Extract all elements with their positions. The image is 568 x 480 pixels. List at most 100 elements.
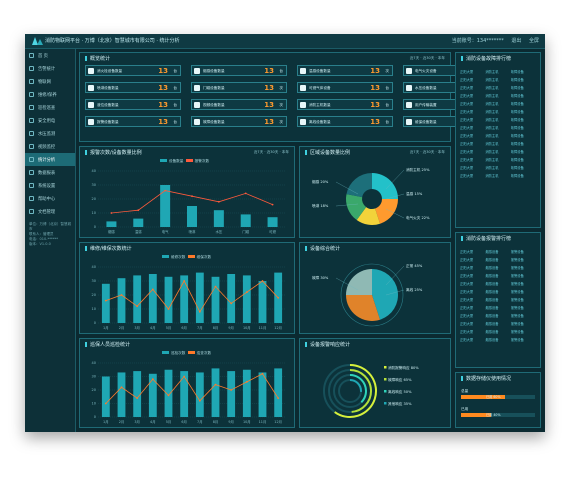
usage-value: 已用 60% (486, 395, 501, 399)
logout-button[interactable]: 退出 (511, 38, 522, 44)
rank-row[interactable]: 正阳大厦 烟感设备 报警设备 (460, 311, 536, 319)
bar (213, 210, 224, 227)
rank-row[interactable]: 正阳大厦 消防主机 故障设备 (460, 155, 536, 163)
sidebar-item[interactable]: 巡检巡查 (25, 101, 75, 114)
x-tick-label: 5月 (166, 326, 172, 330)
rank-row[interactable]: 正阳大厦 消防主机 故障设备 (460, 107, 536, 115)
rank-row[interactable]: 正阳大厦 消防主机 故障设备 (460, 91, 536, 99)
rank-cell: 故障设备 (510, 117, 524, 122)
rank-row[interactable]: 正阳大厦 烟感设备 报警设备 (460, 295, 536, 303)
rank-cell: 报警设备 (510, 313, 524, 318)
rank-row[interactable]: 正阳大厦 消防主机 故障设备 (460, 83, 536, 91)
rank-row[interactable]: 正阳大厦 消防主机 故障设备 (460, 67, 536, 75)
sidebar-item[interactable]: 帮助中心 (25, 192, 75, 205)
y-tick-label: 0 (94, 321, 96, 325)
rank-row[interactable]: 正阳大厦 烟感设备 报警设备 (460, 303, 536, 311)
sidebar-item[interactable]: 系统设置 (25, 179, 75, 192)
rank-cell: 正阳大厦 (460, 117, 474, 122)
sidebar-item[interactable]: 告警统计 (25, 62, 75, 75)
line-point (136, 397, 139, 399)
rank-row[interactable]: 正阳大厦 烟感设备 报警设备 (460, 271, 536, 279)
rank-cell: 故障设备 (510, 133, 524, 138)
line-point (183, 280, 186, 282)
overview-card[interactable]: 视频设备数量 13 次 (191, 99, 287, 110)
overview-card[interactable]: 报警设备数量 13 台 (85, 116, 181, 127)
rank-row[interactable]: 正阳大厦 消防主机 故障设备 (460, 115, 536, 123)
sidebar-item-label: 水压监测 (38, 131, 56, 137)
sidebar-item-label: 维修/保养 (38, 92, 57, 98)
sidebar-item-label: 视频监控 (38, 144, 56, 150)
sidebar-item[interactable]: 首 页 (25, 49, 75, 62)
overview-card[interactable]: 离线设备数量 13 台 (297, 116, 393, 127)
sidebar: 首 页告警统计 物联网维修/保养巡检巡查 安全用电水压监测视频监控统计分析 数据报表系… (25, 49, 76, 432)
x-tick-label: 9月 (228, 326, 234, 330)
sidebar-item[interactable]: 视频监控 (25, 140, 75, 153)
overview-card[interactable]: 液位设备数量 13 台 (85, 99, 181, 110)
overview-card[interactable]: 消防主机数量 13 台 (297, 99, 393, 110)
rank-cell: 正阳大厦 (460, 249, 474, 254)
sidebar-item[interactable]: 物联网 (25, 75, 75, 88)
overview-card-label: 可燃气体设备 (309, 86, 331, 90)
bar (180, 275, 189, 323)
rank-row[interactable]: 正阳大厦 烟感设备 报警设备 (460, 263, 536, 271)
sidebar-item[interactable]: 数据报表 (25, 166, 75, 179)
sidebar-item[interactable]: 统计分析 (25, 153, 75, 166)
rank-row[interactable]: 正阳大厦 烟感设备 报警设备 (460, 327, 536, 335)
bar (227, 371, 236, 417)
bar (227, 274, 236, 323)
device-icon (406, 85, 412, 91)
sidebar-info-line: 版本：V1.0.0 (29, 242, 51, 246)
rank-row[interactable]: 正阳大厦 烟感设备 报警设备 (460, 279, 536, 287)
rank-row[interactable]: 正阳大厦 烟感设备 报警设备 (460, 287, 536, 295)
overview-title: 概览统计 (85, 55, 110, 62)
rank-row[interactable]: 正阳大厦 消防主机 故障设备 (460, 139, 536, 147)
rank-cell: 烟感设备 (485, 281, 499, 286)
overview-card[interactable]: 喷淋设备数量 13 台 (85, 82, 181, 93)
settings-icon (29, 183, 34, 188)
line-point (198, 310, 201, 313)
line-point (245, 291, 248, 294)
rank-row[interactable]: 正阳大厦 消防主机 故障设备 (460, 147, 536, 155)
rank-cell: 正阳大厦 (460, 133, 474, 138)
rank-row[interactable]: 正阳大厦 烟感设备 报警设备 (460, 319, 536, 327)
rank-row[interactable]: 正阳大厦 消防主机 故障设备 (460, 171, 536, 179)
sidebar-item[interactable]: 安全用电 (25, 114, 75, 127)
rank-row[interactable]: 正阳大厦 消防主机 故障设备 (460, 163, 536, 171)
x-tick-label: 10月 (243, 326, 251, 330)
overview-card[interactable]: 温感设备数量 13 次 (297, 65, 393, 76)
x-tick-label: 7月 (197, 326, 203, 330)
sidebar-item[interactable]: 水压监测 (25, 127, 75, 140)
line-point (198, 399, 201, 402)
overview-card[interactable]: 烟感设备数量 13 台 (191, 65, 287, 76)
overview-card-value: 13 (370, 118, 380, 126)
overview-card[interactable]: 可燃气体设备 13 台 (297, 82, 393, 93)
rank-row[interactable]: 正阳大厦 消防主机 故障设备 (460, 75, 536, 83)
rank-row[interactable]: 正阳大厦 烟感设备 报警设备 (460, 247, 536, 255)
overview-range-selector[interactable]: 近7天 · 近30天 · 本年 (409, 56, 445, 60)
y-tick-label: 10 (92, 307, 96, 311)
x-tick-label: 可燃 (269, 229, 276, 234)
legend-label: 报警次数 (194, 159, 210, 163)
x-tick-label: 5月 (166, 420, 172, 424)
rank-row[interactable]: 正阳大厦 烟感设备 报警设备 (460, 335, 536, 343)
bar (160, 185, 171, 227)
line-point (164, 189, 167, 192)
pie-label: 消防主机 25% (406, 167, 430, 172)
rank-cell: 正阳大厦 (460, 297, 474, 302)
alarm-chart-range-selector[interactable]: 近7天 · 近30天 · 本年 (253, 150, 289, 154)
sidebar-item[interactable]: 文档管理 (25, 205, 75, 218)
x-tick-label: 3月 (134, 326, 140, 330)
rank-row[interactable]: 正阳大厦 消防主机 故障设备 (460, 99, 536, 107)
rank-row[interactable]: 正阳大厦 消防主机 故障设备 (460, 123, 536, 131)
device-ratio-range-selector[interactable]: 近7天 · 近30天 · 本年 (409, 150, 445, 154)
fullscreen-button[interactable]: 全屏 (528, 38, 539, 44)
maintain-chart-panel: 维修/维保次数统计 维修次数 维保次数 0 10 20 30 40 1月 2月 3月 4月 5月 6… (79, 242, 295, 334)
overview-card[interactable]: 门磁设备数量 13 次 (191, 82, 287, 93)
sidebar-item[interactable]: 维修/保养 (25, 88, 75, 101)
rank-row[interactable]: 正阳大厦 烟感设备 报警设备 (460, 255, 536, 263)
legend-swatch (162, 255, 169, 258)
overview-card[interactable]: 消火栓设备数量 13 台 (85, 65, 181, 76)
rank-row[interactable]: 正阳大厦 消防主机 故障设备 (460, 131, 536, 139)
line-point (137, 209, 140, 212)
overview-card[interactable]: 故障设备数量 13 次 (191, 116, 287, 127)
